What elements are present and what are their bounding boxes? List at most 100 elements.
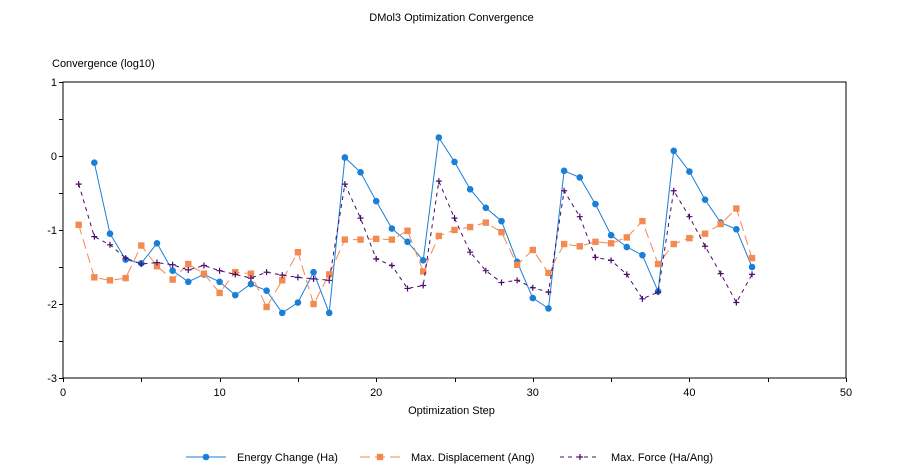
data-point [451,215,458,222]
data-point [122,255,129,262]
data-point [733,299,740,306]
y-tick-label: 1 [51,77,57,89]
y-tick-label: -2 [47,299,57,311]
data-point [717,270,724,277]
data-point [607,240,615,247]
data-point [749,271,756,278]
data-point [717,220,724,228]
data-point [341,236,349,243]
data-point [138,261,145,268]
axes: 10-1-2-30 10 20 30 40 50 [47,77,852,399]
chart-title: DMol3 Optimization Convergence [369,12,534,24]
series-layer [75,134,756,317]
data-point [670,240,677,248]
legend-marker [577,454,583,460]
data-point [639,217,646,225]
data-point [748,254,756,262]
data-point [498,279,505,286]
data-point [200,262,207,269]
legend-label: Max. Displacement (Ang) [411,452,535,464]
x-tick-label: 0 [60,387,66,399]
data-point [231,291,239,299]
data-point [451,158,458,166]
data-point [576,243,583,250]
legend-marker [376,453,384,461]
y-tick-label: -3 [47,373,57,385]
data-point [373,235,380,243]
series-line [78,179,753,304]
data-point [325,309,333,317]
data-point [623,234,630,241]
data-point [106,241,113,248]
data-point [498,229,505,236]
legend-item-3: Max. Force (Ha/Ang) [560,452,713,464]
legend: Energy Change (Ha) Max. Displacement (Ang… [186,452,713,464]
data-point [701,196,709,203]
data-point [388,236,396,243]
data-point [466,186,474,193]
data-point [404,238,411,246]
series-2 [75,205,756,311]
data-point [529,294,537,302]
data-point [686,168,693,175]
legend-label: Max. Force (Ha/Ang) [611,452,713,464]
data-point [576,174,584,181]
data-point [545,289,552,296]
data-point [592,254,599,261]
data-point [294,299,302,306]
data-point [341,181,348,188]
data-point [623,271,630,278]
data-point [247,280,255,288]
data-point [294,274,301,281]
data-point [357,215,364,222]
data-point [686,234,693,242]
data-point [733,225,740,233]
legend-item-1: Energy Change (Ha) [186,452,338,464]
data-point [529,284,536,291]
data-point [592,200,599,208]
data-point [561,187,568,194]
data-point [419,257,427,264]
data-point [404,285,411,292]
legend-item-2: Max. Displacement (Ang) [360,452,535,464]
data-point [435,134,443,141]
data-point [75,221,82,229]
data-point [357,168,364,176]
data-point [608,257,615,264]
data-point [451,226,458,234]
data-point [310,275,317,282]
data-point [216,267,223,274]
data-point [686,213,693,220]
data-point [310,268,317,276]
data-point [106,230,114,237]
data-point [420,282,427,289]
data-point [185,260,192,268]
data-point [545,269,552,277]
series-line [78,207,753,309]
data-point [278,309,286,317]
data-point [357,236,364,243]
x-tick-label: 20 [370,387,382,399]
x-axis-label: Optimization Step [408,405,495,417]
data-point [404,227,411,234]
y-axis-label: Convergence (log10) [52,58,155,70]
data-point [513,261,521,268]
data-point [310,300,317,308]
data-point [466,223,474,231]
data-point [388,262,395,269]
data-point [435,232,443,240]
data-point [263,303,270,311]
data-point [514,277,521,284]
data-point [560,167,568,175]
x-tick-label: 50 [840,387,852,399]
data-point [498,217,505,225]
data-point [122,274,129,282]
data-point [341,154,349,161]
data-point [279,272,286,279]
data-point [529,246,536,254]
data-point [372,197,380,205]
data-point [482,267,489,274]
x-tick-label: 40 [683,387,695,399]
series-3 [75,178,756,306]
data-point [169,261,176,268]
